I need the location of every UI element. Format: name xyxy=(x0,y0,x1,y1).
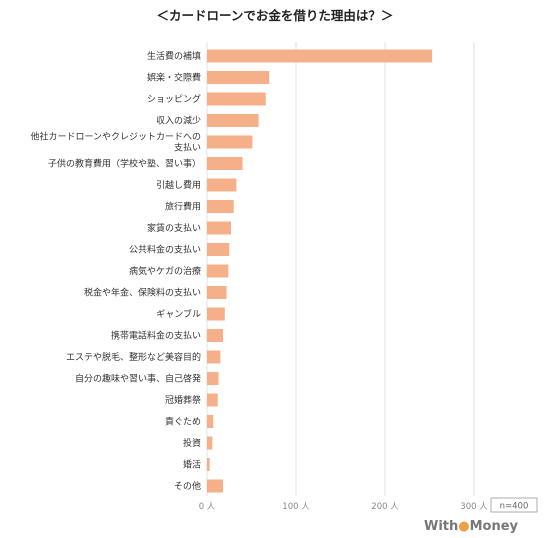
category-label: 支払い xyxy=(174,142,201,154)
bar xyxy=(207,479,224,493)
category-label: その他 xyxy=(174,480,201,492)
bar xyxy=(207,200,234,213)
bar xyxy=(207,221,232,235)
x-tick-label: 0 人 xyxy=(199,502,216,512)
bar xyxy=(207,372,219,385)
category-label: 病気やケガの治療 xyxy=(129,265,201,277)
bar xyxy=(207,135,253,149)
chart-title: ＜カードローンでお金を借りた理由は？＞ xyxy=(157,8,394,23)
category-label: 引越し費用 xyxy=(156,179,201,191)
x-tick-label: 200 人 xyxy=(371,502,399,512)
x-axis-ticks: 0 人 100 人 200 人 300 人 xyxy=(199,502,489,512)
sample-size-text: n=400 xyxy=(500,502,529,512)
brand-name-start: With xyxy=(424,519,458,534)
category-label: 収入の減少 xyxy=(156,115,201,127)
x-tick-label: 100 人 xyxy=(282,502,310,512)
category-label: 自分の趣味や習い事、自己啓発 xyxy=(75,373,201,385)
svg-text:With●Money: With●Money xyxy=(424,519,519,534)
category-label: 他社カードローンやクレジットカードへの xyxy=(30,131,201,143)
category-label: 公共料金の支払い xyxy=(129,244,201,256)
bar xyxy=(207,243,230,256)
bars xyxy=(207,49,433,493)
bar xyxy=(207,71,270,84)
category-label: 婚活 xyxy=(183,459,201,471)
bar xyxy=(207,350,221,364)
category-label: エステや脱毛、整形など美容目的 xyxy=(66,351,201,363)
bar xyxy=(207,49,433,63)
category-label: 冠婚葬祭 xyxy=(165,394,201,406)
bar xyxy=(207,458,210,471)
bar xyxy=(207,286,227,299)
category-label: 貢ぐため xyxy=(165,417,201,428)
category-label: 携帯電話料金の支払い xyxy=(111,330,201,342)
bar xyxy=(207,436,213,450)
category-label: ギャンブル xyxy=(156,308,201,320)
category-label: 家賃の支払い xyxy=(147,222,201,234)
category-label: 生活費の補填 xyxy=(147,50,201,62)
bar xyxy=(207,393,218,407)
category-labels: 生活費の補填娯楽・交際費ショッピング収入の減少他社カードローンやクレジットカード… xyxy=(30,50,201,492)
bar xyxy=(207,92,266,106)
bar xyxy=(207,114,259,127)
category-label: 子供の教育費用（学校や塾、習い事） xyxy=(48,158,201,170)
sample-size-note: n=400 xyxy=(490,497,538,513)
category-label: ショッピング xyxy=(147,93,201,105)
category-label: 旅行費用 xyxy=(165,201,201,213)
bar xyxy=(207,307,225,321)
brand-logo: With●Money xyxy=(424,519,519,534)
x-tick-label: 300 人 xyxy=(460,502,488,512)
category-label: 税金や年金、保険料の支払い xyxy=(84,287,201,299)
bar xyxy=(207,157,243,170)
brand-name-end: Money xyxy=(470,519,519,534)
bar xyxy=(207,415,214,428)
category-label: 娯楽・交際費 xyxy=(147,72,201,84)
bar xyxy=(207,264,229,278)
grid-lines xyxy=(206,42,475,496)
category-label: 投資 xyxy=(183,437,201,449)
bar xyxy=(207,178,237,192)
bar xyxy=(207,329,224,342)
